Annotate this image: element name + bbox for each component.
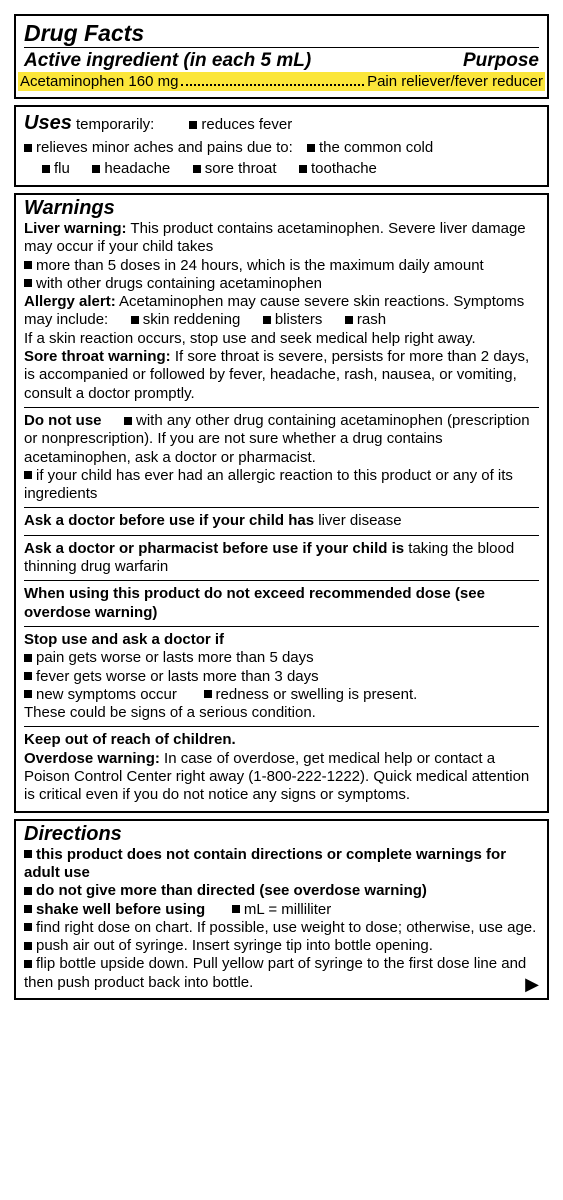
bullet-icon xyxy=(24,672,32,680)
directions-b4: find right dose on chart. If possible, u… xyxy=(24,919,539,937)
purpose-text: Pain reliever/fever reducer xyxy=(367,73,543,90)
leader-dots xyxy=(181,84,364,86)
bullet-icon xyxy=(345,316,353,324)
donot-head: Do not use xyxy=(24,412,102,429)
directions-b1: this product does not contain directions… xyxy=(24,846,539,883)
keep-out: Keep out of reach of children. xyxy=(24,731,539,749)
allergy-head: Allergy alert: xyxy=(24,293,116,310)
directions-b5: push air out of syringe. Insert syringe … xyxy=(24,937,539,955)
bullet-icon xyxy=(189,121,197,129)
divider xyxy=(24,726,539,727)
warnings-panel: Warnings Liver warning: This product con… xyxy=(14,193,549,813)
divider xyxy=(24,626,539,627)
uses-line3: flu headache sore throat toothache xyxy=(24,158,539,179)
bullet-icon xyxy=(299,165,307,173)
divider xyxy=(24,580,539,581)
bullet-icon xyxy=(24,654,32,662)
bullet-icon xyxy=(24,850,32,858)
sore-throat-warning: Sore throat warning: If sore throat is s… xyxy=(24,348,539,403)
directions-b3: shake well before using mL = milliliter xyxy=(24,901,539,919)
divider xyxy=(24,535,539,536)
bullet-icon xyxy=(24,905,32,913)
stop-bullet-1: pain gets worse or lasts more than 5 day… xyxy=(24,649,539,667)
uses-item: flu xyxy=(54,160,70,177)
allergy-alert: Allergy alert: Acetaminophen may cause s… xyxy=(24,293,539,330)
directions-panel: Directions this product does not contain… xyxy=(14,819,549,1000)
bullet-icon xyxy=(131,316,139,324)
uses-item: headache xyxy=(104,160,170,177)
uses-lead2: relieves minor aches and pains due to: xyxy=(36,139,293,156)
stop-bullet-2: fever gets worse or lasts more than 3 da… xyxy=(24,668,539,686)
bullet-icon xyxy=(24,942,32,950)
liver-bullet-1: more than 5 doses in 24 hours, which is … xyxy=(24,257,539,275)
when-using: When using this product do not exceed re… xyxy=(24,585,539,622)
bullet-icon xyxy=(263,316,271,324)
bullet-icon xyxy=(124,417,132,425)
stop-use-head: Stop use and ask a doctor if xyxy=(24,631,539,649)
bullet-icon xyxy=(92,165,100,173)
ingredient-text: Acetaminophen 160 mg xyxy=(20,73,178,90)
bullet-icon xyxy=(24,923,32,931)
purpose-label: Purpose xyxy=(463,50,539,72)
directions-heading: Directions xyxy=(24,823,539,846)
overdose-head: Overdose warning: xyxy=(24,750,160,767)
stop-bullet-34: new symptoms occur redness or swelling i… xyxy=(24,686,539,704)
bullet-icon xyxy=(24,887,32,895)
active-ingredient-header: Active ingredient (in each 5 mL) Purpose xyxy=(24,47,539,72)
continue-arrow-icon: ▶ xyxy=(525,974,539,996)
divider xyxy=(24,407,539,408)
bullet-icon xyxy=(42,165,50,173)
uses-item: toothache xyxy=(311,160,377,177)
bullet-icon xyxy=(193,165,201,173)
drug-facts-title: Drug Facts xyxy=(24,18,539,47)
liver-warning: Liver warning: This product contains ace… xyxy=(24,220,539,257)
liver-bullet-2: with other drugs containing acetaminophe… xyxy=(24,275,539,293)
bullet-icon xyxy=(232,905,240,913)
header-panel: Drug Facts Active ingredient (in each 5 … xyxy=(14,14,549,99)
overdose-warning: Overdose warning: In case of overdose, g… xyxy=(24,750,539,805)
stop-tail: These could be signs of a serious condit… xyxy=(24,704,539,722)
bullet-icon xyxy=(204,690,212,698)
liver-warning-head: Liver warning: xyxy=(24,220,127,237)
divider xyxy=(24,507,539,508)
bullet-icon xyxy=(24,471,32,479)
donot-bullet-2: if your child has ever had an allergic r… xyxy=(24,467,539,504)
warnings-heading: Warnings xyxy=(24,197,539,220)
bullet-icon xyxy=(307,144,315,152)
do-not-use: Do not use with any other drug containin… xyxy=(24,412,539,467)
uses-panel: Uses temporarily: reduces fever relieves… xyxy=(14,105,549,187)
uses-line1: Uses temporarily: reduces fever xyxy=(24,109,539,137)
uses-line2: relieves minor aches and pains due to: t… xyxy=(24,137,539,158)
bullet-icon xyxy=(24,144,32,152)
allergy-tail: If a skin reaction occurs, stop use and … xyxy=(24,330,539,348)
uses-lead: temporarily: xyxy=(72,116,155,133)
directions-b6: flip bottle upside down. Pull yellow par… xyxy=(24,955,539,992)
sore-head: Sore throat warning: xyxy=(24,348,171,365)
directions-b2: do not give more than directed (see over… xyxy=(24,882,539,900)
bullet-icon xyxy=(24,279,32,287)
bullet-icon xyxy=(24,960,32,968)
bullet-icon xyxy=(24,690,32,698)
uses-item: sore throat xyxy=(205,160,277,177)
active-ingredient-label: Active ingredient (in each 5 mL) xyxy=(24,50,311,72)
bullet-icon xyxy=(24,261,32,269)
ask-doctor-2: Ask a doctor or pharmacist before use if… xyxy=(24,540,539,577)
uses-item: reduces fever xyxy=(201,116,292,133)
uses-item: the common cold xyxy=(319,139,433,156)
ask-doctor-1: Ask a doctor before use if your child ha… xyxy=(24,512,539,530)
uses-heading: Uses xyxy=(24,112,72,134)
ingredient-row: Acetaminophen 160 mg Pain reliever/fever… xyxy=(18,72,545,91)
